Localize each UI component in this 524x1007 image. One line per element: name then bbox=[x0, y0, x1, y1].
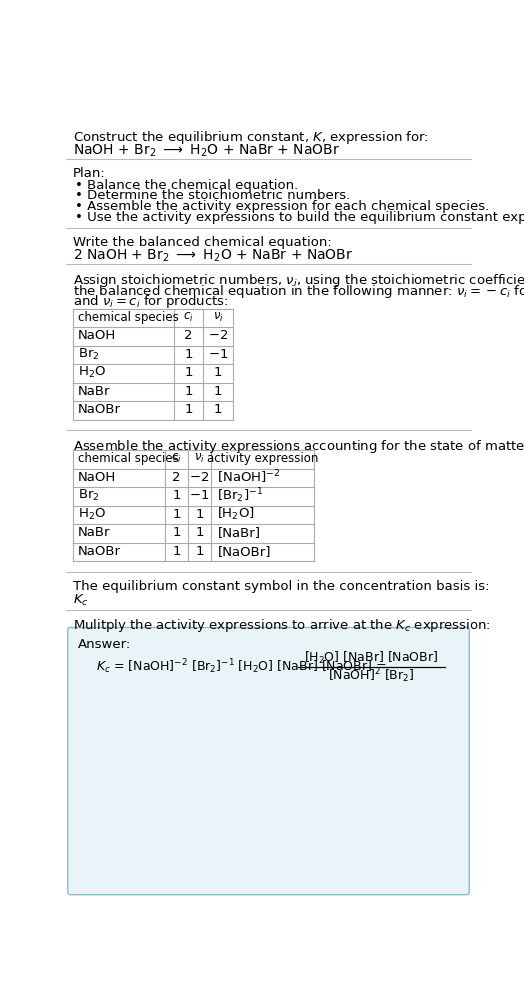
Text: and $\nu_i = c_i$ for products:: and $\nu_i = c_i$ for products: bbox=[73, 293, 229, 310]
Text: 1: 1 bbox=[172, 489, 181, 502]
Text: $K_c$ = [NaOH]$^{-2}$ [Br$_2$]$^{-1}$ [H$_2$O] [NaBr] [NaOBr] =: $K_c$ = [NaOH]$^{-2}$ [Br$_2$]$^{-1}$ [H… bbox=[96, 658, 387, 676]
Text: [NaOH]$^{-2}$: [NaOH]$^{-2}$ bbox=[217, 468, 281, 486]
Text: The equilibrium constant symbol in the concentration basis is:: The equilibrium constant symbol in the c… bbox=[73, 580, 490, 593]
Text: 1: 1 bbox=[184, 385, 193, 398]
Text: NaOH: NaOH bbox=[78, 329, 116, 342]
Text: activity expression: activity expression bbox=[206, 452, 318, 465]
Text: [Br$_2$]$^{-1}$: [Br$_2$]$^{-1}$ bbox=[217, 486, 264, 506]
Text: Br$_2$: Br$_2$ bbox=[78, 488, 100, 504]
Text: $-$1: $-$1 bbox=[189, 489, 210, 502]
Text: 2 NaOH + Br$_2$ $\longrightarrow$ H$_2$O + NaBr + NaOBr: 2 NaOH + Br$_2$ $\longrightarrow$ H$_2$O… bbox=[73, 247, 353, 264]
Text: Answer:: Answer: bbox=[78, 637, 131, 651]
Text: [NaOBr]: [NaOBr] bbox=[217, 545, 271, 558]
Text: [NaBr]: [NaBr] bbox=[217, 527, 260, 540]
Text: 1: 1 bbox=[214, 403, 222, 416]
Text: 1: 1 bbox=[172, 545, 181, 558]
Text: chemical species: chemical species bbox=[78, 452, 179, 465]
Text: 1: 1 bbox=[195, 527, 204, 540]
Text: NaOH: NaOH bbox=[78, 471, 116, 483]
Text: • Determine the stoichiometric numbers.: • Determine the stoichiometric numbers. bbox=[75, 189, 350, 202]
Text: H$_2$O: H$_2$O bbox=[78, 507, 106, 522]
Text: $-$2: $-$2 bbox=[190, 471, 210, 483]
Text: 2: 2 bbox=[172, 471, 181, 483]
Text: Assign stoichiometric numbers, $\nu_i$, using the stoichiometric coefficients, $: Assign stoichiometric numbers, $\nu_i$, … bbox=[73, 272, 524, 289]
Text: Construct the equilibrium constant, $K$, expression for:: Construct the equilibrium constant, $K$,… bbox=[73, 129, 429, 146]
Text: [H$_2$O]: [H$_2$O] bbox=[217, 507, 255, 523]
Text: 1: 1 bbox=[172, 508, 181, 521]
Text: H$_2$O: H$_2$O bbox=[78, 366, 106, 381]
Text: $-$1: $-$1 bbox=[208, 347, 228, 361]
Text: chemical species: chemical species bbox=[78, 311, 179, 323]
Text: $K_c$: $K_c$ bbox=[73, 593, 89, 608]
Text: [NaOH]$^2$ [Br$_2$]: [NaOH]$^2$ [Br$_2$] bbox=[329, 666, 415, 685]
Text: • Assemble the activity expression for each chemical species.: • Assemble the activity expression for e… bbox=[75, 200, 489, 213]
Text: NaOBr: NaOBr bbox=[78, 403, 121, 416]
Text: 1: 1 bbox=[172, 527, 181, 540]
Text: Write the balanced chemical equation:: Write the balanced chemical equation: bbox=[73, 236, 332, 249]
Text: $-$2: $-$2 bbox=[208, 329, 228, 342]
Text: 2: 2 bbox=[184, 329, 193, 342]
Text: $c_i$: $c_i$ bbox=[183, 310, 194, 323]
Text: 1: 1 bbox=[195, 545, 204, 558]
Text: the balanced chemical equation in the following manner: $\nu_i = -c_i$ for react: the balanced chemical equation in the fo… bbox=[73, 283, 524, 299]
Text: NaOH + Br$_2$ $\longrightarrow$ H$_2$O + NaBr + NaOBr: NaOH + Br$_2$ $\longrightarrow$ H$_2$O +… bbox=[73, 142, 340, 159]
Text: 1: 1 bbox=[214, 367, 222, 379]
Text: $c_i$: $c_i$ bbox=[171, 452, 182, 465]
Text: NaBr: NaBr bbox=[78, 385, 111, 398]
Text: Plan:: Plan: bbox=[73, 167, 106, 180]
Text: NaBr: NaBr bbox=[78, 527, 111, 540]
Text: 1: 1 bbox=[184, 347, 193, 361]
Text: 1: 1 bbox=[184, 367, 193, 379]
Bar bbox=[73, 450, 313, 561]
Text: • Balance the chemical equation.: • Balance the chemical equation. bbox=[75, 178, 298, 191]
FancyBboxPatch shape bbox=[68, 627, 470, 894]
Text: $\nu_i$: $\nu_i$ bbox=[213, 310, 224, 323]
Text: Mulitply the activity expressions to arrive at the $K_c$ expression:: Mulitply the activity expressions to arr… bbox=[73, 617, 491, 634]
Text: $\nu_i$: $\nu_i$ bbox=[194, 452, 205, 465]
Text: 1: 1 bbox=[195, 508, 204, 521]
Text: 1: 1 bbox=[214, 385, 222, 398]
Text: NaOBr: NaOBr bbox=[78, 545, 121, 558]
Text: Assemble the activity expressions accounting for the state of matter and $\nu_i$: Assemble the activity expressions accoun… bbox=[73, 438, 524, 455]
Bar bbox=[73, 309, 233, 420]
Text: [H$_2$O] [NaBr] [NaOBr]: [H$_2$O] [NaBr] [NaOBr] bbox=[304, 651, 439, 667]
Text: Br$_2$: Br$_2$ bbox=[78, 346, 100, 362]
Text: 1: 1 bbox=[184, 403, 193, 416]
Text: • Use the activity expressions to build the equilibrium constant expression.: • Use the activity expressions to build … bbox=[75, 210, 524, 224]
